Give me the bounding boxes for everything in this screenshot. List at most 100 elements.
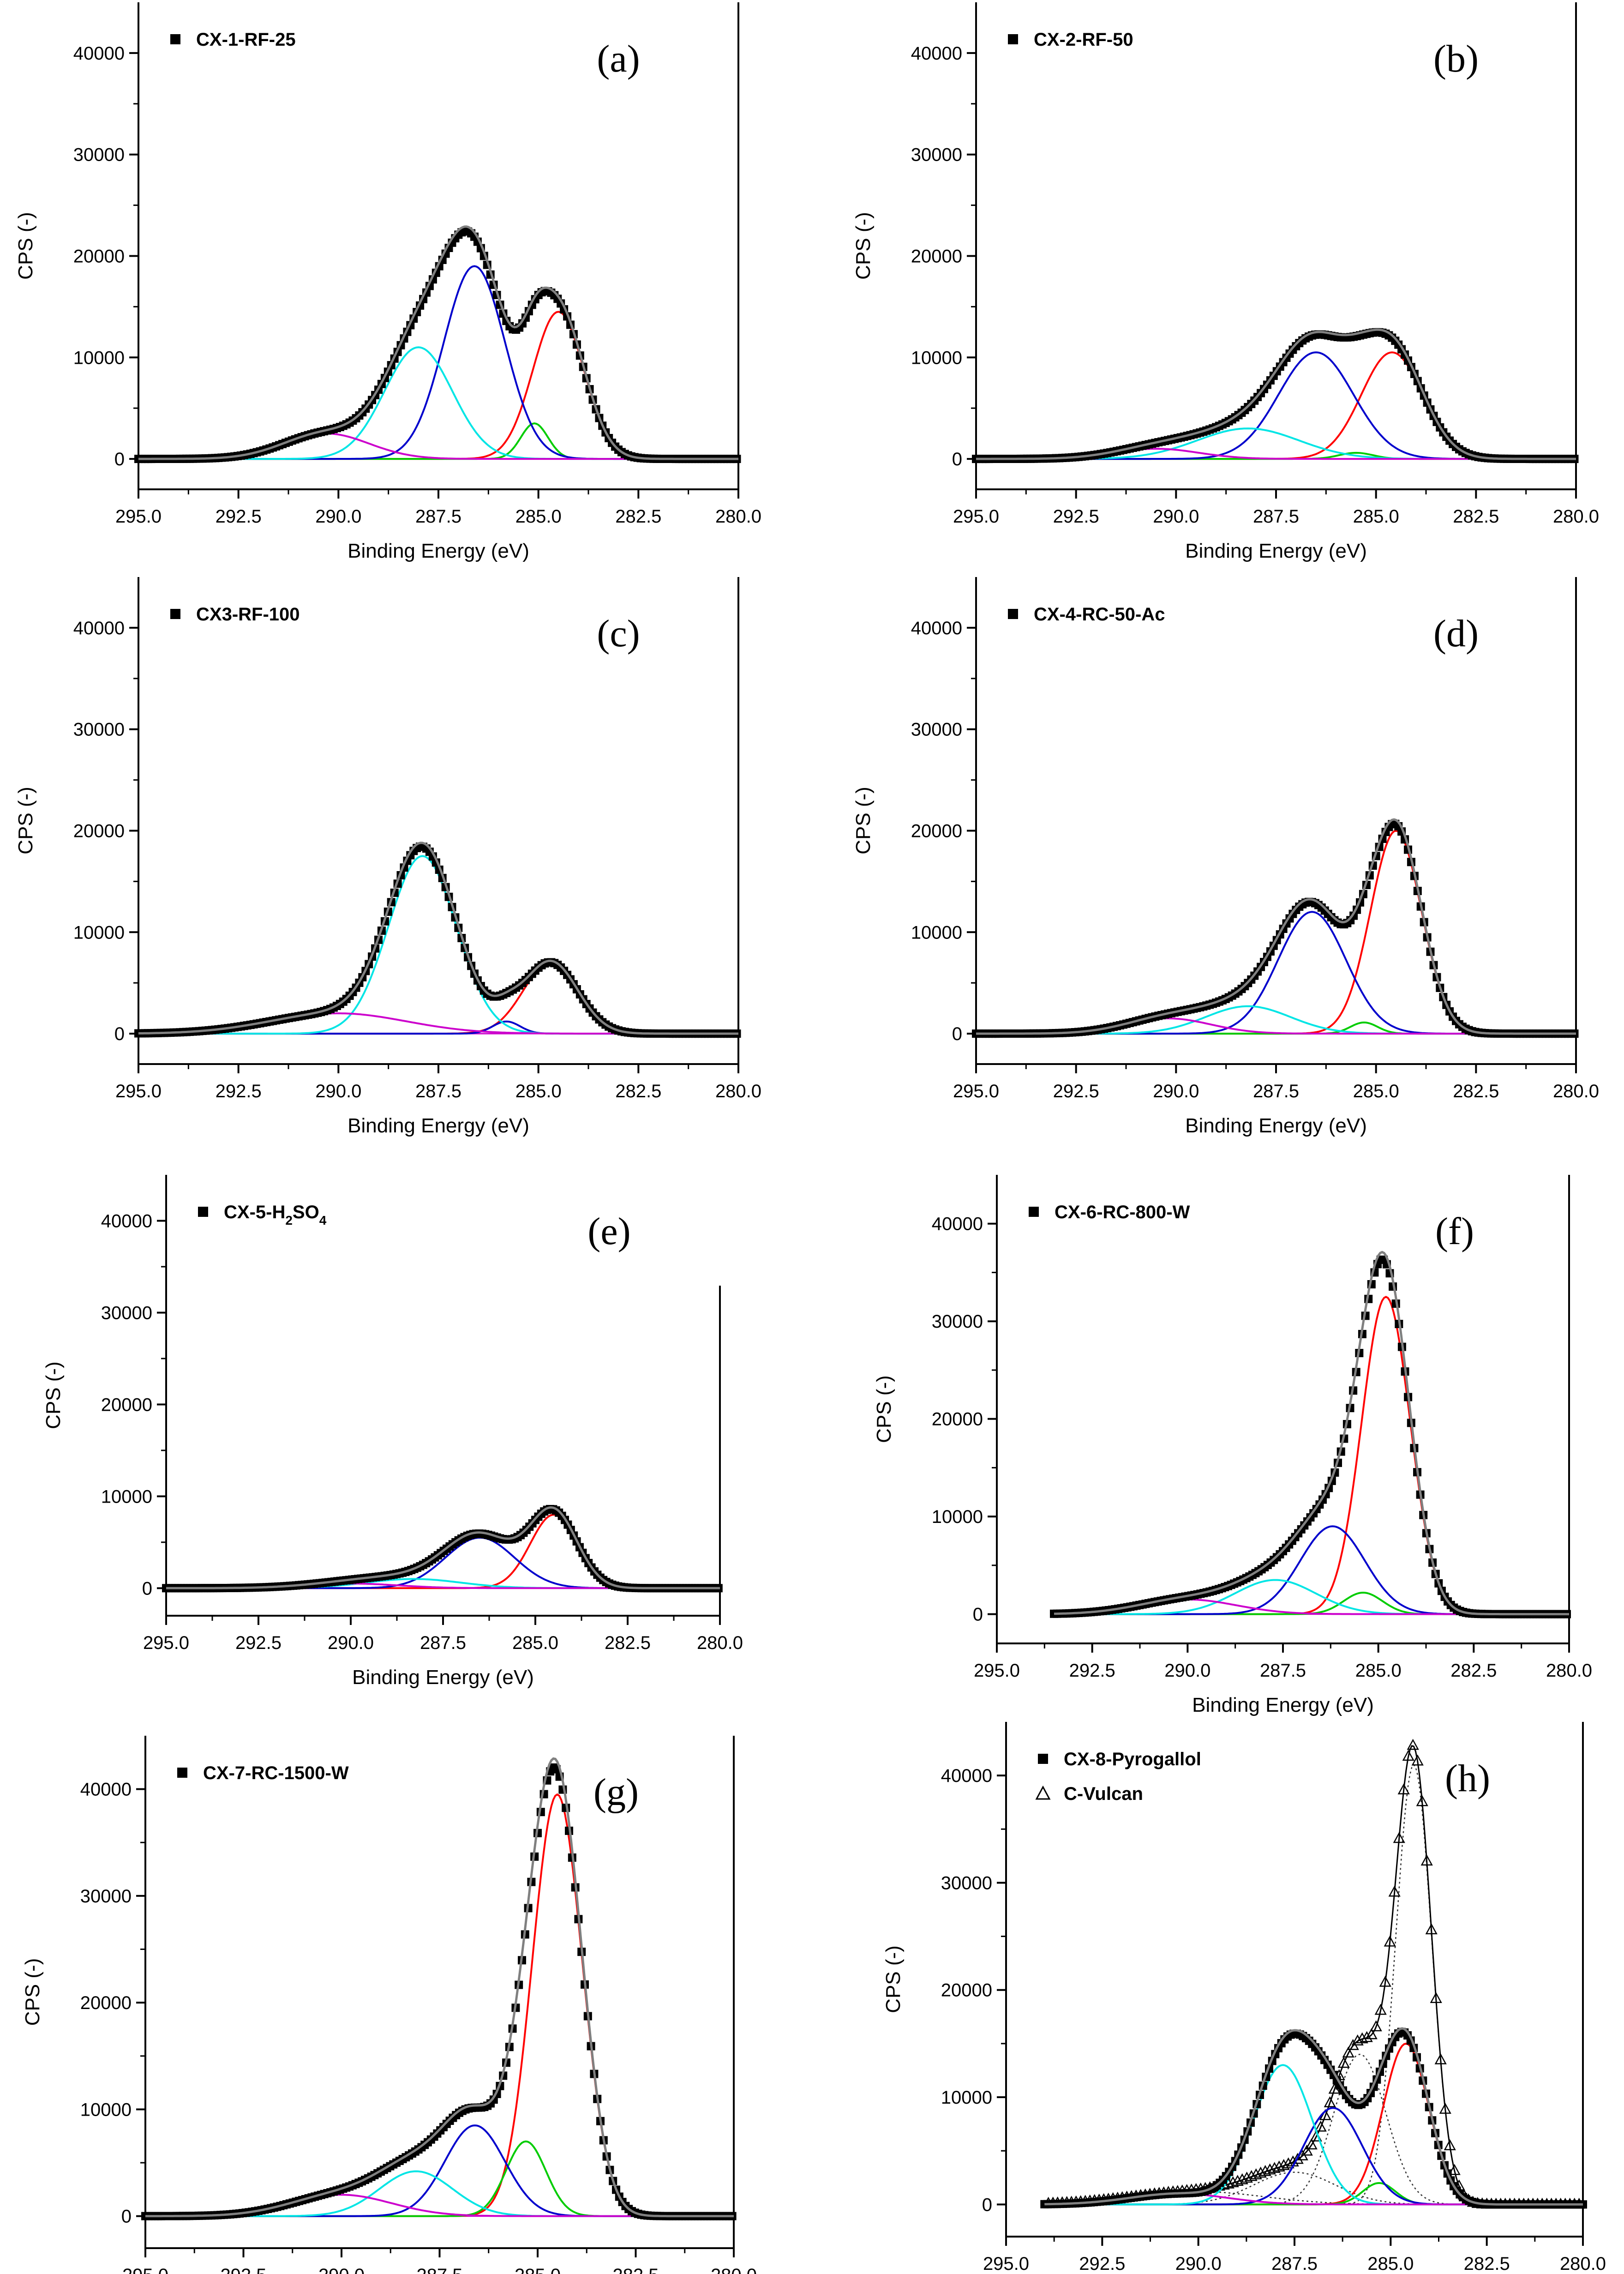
x-tick-label: 292.5 <box>1053 506 1099 527</box>
y-tick-label: 20000 <box>941 1980 992 2001</box>
x-tick-label: 290.0 <box>1164 1660 1211 1681</box>
vulcan-data-point <box>1448 2164 1461 2175</box>
x-axis-label: Binding Energy (eV) <box>1192 1694 1374 1716</box>
panel-label: (a) <box>597 37 640 80</box>
panel-label: (c) <box>597 612 640 655</box>
component-peak-red <box>138 311 738 460</box>
vulcan-data-point <box>1360 2031 1373 2042</box>
x-tick-label: 292.5 <box>1053 1081 1099 1101</box>
x-tick-label: 285.0 <box>1355 1660 1402 1681</box>
vulcan-data-point <box>1425 1923 1438 1935</box>
y-tick-label: 10000 <box>911 922 962 943</box>
vulcan-data-point <box>1231 2175 1244 2186</box>
legend-label: CX-4-RC-50-Ac <box>1034 604 1165 625</box>
y-tick-label: 30000 <box>932 1311 983 1332</box>
y-tick-label: 40000 <box>73 618 125 638</box>
legend-label: CX-5-H2SO4 <box>224 1202 327 1227</box>
y-tick-label: 40000 <box>101 1211 152 1231</box>
y-tick-label: 10000 <box>73 348 125 368</box>
legend-label: CX-6-RC-800-W <box>1055 1202 1190 1222</box>
vulcan-data-point <box>1268 2162 1281 2173</box>
vulcan-data-point <box>1342 2046 1354 2058</box>
panel-f: 295.0 292.5 290.0 287.5 285.0 282.5 280.0 0 1000… <box>873 1175 1592 1716</box>
x-tick-label: 290.0 <box>1153 1081 1199 1101</box>
y-axis-label: CPS (-) <box>21 1958 44 2026</box>
x-tick-label: 290.0 <box>328 1633 374 1653</box>
x-tick-label: 290.0 <box>318 2265 365 2274</box>
legend-marker-square <box>1008 34 1018 44</box>
x-axis-label: Binding Energy (eV) <box>352 1666 534 1689</box>
vulcan-data-point <box>1365 2028 1378 2039</box>
vulcan-data-point <box>1379 1975 1391 1987</box>
component-peak-blue <box>138 265 738 460</box>
x-tick-label: 282.5 <box>615 506 661 527</box>
y-axis-label: CPS (-) <box>882 1945 905 2013</box>
panel-label: (d) <box>1433 612 1479 655</box>
legend-label: CX-2-RF-50 <box>1034 30 1133 50</box>
y-tick-label: 10000 <box>941 2088 992 2108</box>
envelope-line <box>166 1506 720 1589</box>
vulcan-data-point <box>1444 2139 1456 2150</box>
y-tick-label: 20000 <box>911 246 962 266</box>
envelope-line <box>1044 2027 1583 2206</box>
component-peak-red <box>138 962 738 1035</box>
y-tick-label: 10000 <box>911 348 962 368</box>
x-tick-label: 290.0 <box>1175 2254 1222 2274</box>
y-tick-label: 40000 <box>80 1780 132 1800</box>
envelope-line <box>976 818 1576 1035</box>
x-axis-label: Binding Energy (eV) <box>1185 540 1367 562</box>
legend-marker-square <box>1008 609 1018 619</box>
legend-part: SO <box>293 1202 319 1222</box>
x-tick-label: 292.5 <box>235 1633 282 1653</box>
component-peak-cyan <box>138 855 738 1035</box>
legend-subscript: 4 <box>319 1213 327 1227</box>
x-tick-label: 287.5 <box>415 1081 461 1101</box>
x-tick-label: 285.0 <box>515 506 562 527</box>
x-tick-label: 287.5 <box>1260 1660 1306 1681</box>
y-axis-label: CPS (-) <box>873 1375 895 1443</box>
x-tick-label: 282.5 <box>1453 506 1499 527</box>
vulcan-data-point <box>1337 2057 1350 2068</box>
vulcan-data-point <box>1324 2096 1336 2107</box>
x-tick-label: 282.5 <box>1464 2254 1510 2274</box>
vulcan-data-point <box>1273 2160 1285 2172</box>
x-tick-label: 285.0 <box>1353 506 1399 527</box>
legend-subscript: 2 <box>285 1213 293 1227</box>
x-tick-label: 295.0 <box>974 1660 1020 1681</box>
x-tick-label: 280.0 <box>697 1633 743 1653</box>
y-tick-label: 30000 <box>73 145 125 165</box>
legend-marker-square <box>170 609 180 619</box>
y-tick-label: 0 <box>973 1605 983 1625</box>
x-tick-label: 287.5 <box>1253 506 1299 527</box>
y-tick-label: 30000 <box>80 1886 132 1907</box>
panel-g: 295.0 292.5 290.0 287.5 285.0 282.5 280.0 0 1000… <box>21 1736 757 2274</box>
vulcan-data-point <box>1264 2163 1276 2175</box>
x-tick-label: 280.0 <box>1560 2254 1606 2274</box>
panel-a: 295.0 292.5 290.0 287.5 285.0 282.5 280.0 0 1000… <box>14 2 761 562</box>
panel-label: (e) <box>587 1210 630 1253</box>
component-peak-blue <box>976 911 1576 1035</box>
vulcan-data-point <box>1397 1783 1410 1795</box>
y-tick-label: 0 <box>114 449 125 469</box>
vulcan-component-line <box>1044 1763 1583 2205</box>
panel-c: 295.0 292.5 290.0 287.5 285.0 282.5 280.0 0 1000… <box>14 577 761 1137</box>
x-tick-label: 287.5 <box>420 1633 466 1653</box>
component-peak-cyan <box>138 346 738 460</box>
vulcan-data-point <box>1282 2157 1294 2169</box>
x-tick-label: 295.0 <box>143 1633 189 1653</box>
y-tick-label: 10000 <box>80 2100 132 2120</box>
panel-e: 295.0 292.5 290.0 287.5 285.0 282.5 280.0 0 1000… <box>42 1175 743 1689</box>
component-peak-cyan <box>145 2170 734 2217</box>
x-tick-label: 285.0 <box>515 2265 561 2274</box>
vulcan-data-point <box>1374 2003 1387 2015</box>
vulcan-data-point <box>1416 1795 1428 1806</box>
y-tick-label: 30000 <box>911 145 962 165</box>
x-tick-label: 295.0 <box>953 1081 999 1101</box>
x-tick-label: 292.5 <box>216 506 262 527</box>
vulcan-data-point <box>1236 2173 1248 2184</box>
x-axis-label: Binding Energy (eV) <box>348 540 529 562</box>
vulcan-data-point <box>1300 2144 1313 2156</box>
x-tick-label: 295.0 <box>115 506 162 527</box>
vulcan-data-point <box>1277 2159 1290 2170</box>
